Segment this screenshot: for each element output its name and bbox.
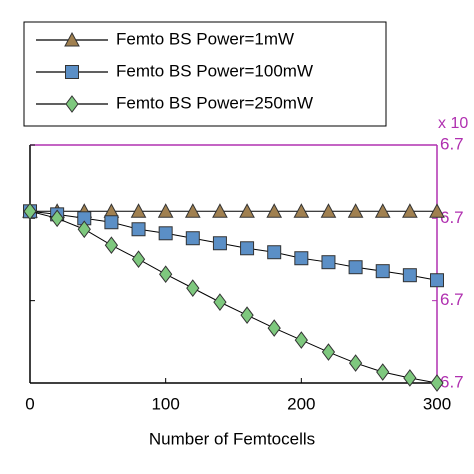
x-tick-label: 300 — [423, 394, 451, 413]
marker — [321, 255, 336, 270]
marker — [376, 363, 390, 381]
marker — [130, 203, 147, 218]
legend-box — [23, 21, 387, 127]
marker — [430, 273, 444, 288]
marker — [185, 231, 200, 246]
marker — [320, 203, 337, 218]
legend-label: Femto BS Power=250mW — [116, 93, 313, 112]
y-tick-label: 6.7 — [440, 208, 464, 227]
marker — [429, 203, 445, 218]
series-line — [29, 210, 438, 384]
marker — [402, 268, 417, 283]
marker — [430, 374, 444, 392]
marker — [186, 279, 200, 297]
marker — [159, 265, 173, 284]
marker — [131, 222, 146, 237]
marker — [23, 202, 37, 221]
y-tick-label: 6.7 — [440, 134, 464, 153]
marker — [50, 209, 64, 228]
legend-label: Femto BS Power=1mW — [116, 29, 294, 48]
x-tick-label: 200 — [287, 394, 315, 413]
marker — [403, 369, 417, 387]
legend-label: Femto BS Power=100mW — [116, 61, 313, 80]
marker — [402, 203, 418, 218]
annotation: x 10 — [438, 115, 468, 132]
legend-marker — [64, 31, 80, 47]
y-tick-label: 6.7 — [440, 372, 464, 391]
marker — [157, 203, 174, 218]
marker — [184, 203, 201, 218]
marker — [212, 236, 227, 251]
marker — [131, 250, 146, 269]
series-line — [29, 210, 438, 281]
marker — [375, 264, 390, 279]
x-tick-label: 100 — [151, 394, 179, 413]
marker — [240, 306, 254, 324]
x-axis-label: Number of Femtocells — [149, 429, 315, 448]
marker — [158, 226, 173, 241]
marker — [374, 203, 391, 218]
marker — [348, 260, 363, 275]
x-tick-label: 0 — [25, 394, 34, 413]
marker — [77, 220, 91, 239]
legend-marker — [65, 95, 79, 113]
marker — [294, 331, 308, 349]
marker — [321, 343, 336, 361]
marker — [212, 203, 228, 218]
marker — [294, 251, 309, 266]
marker — [267, 319, 281, 337]
marker — [239, 203, 255, 218]
marker — [266, 203, 283, 218]
marker — [240, 241, 255, 256]
marker — [104, 236, 119, 255]
legend-marker — [65, 65, 79, 79]
y-tick-label: 6.7 — [440, 290, 464, 309]
marker — [267, 245, 282, 260]
marker — [347, 203, 364, 218]
marker — [348, 354, 363, 372]
marker — [104, 215, 119, 230]
marker — [213, 293, 227, 311]
marker — [293, 203, 310, 218]
